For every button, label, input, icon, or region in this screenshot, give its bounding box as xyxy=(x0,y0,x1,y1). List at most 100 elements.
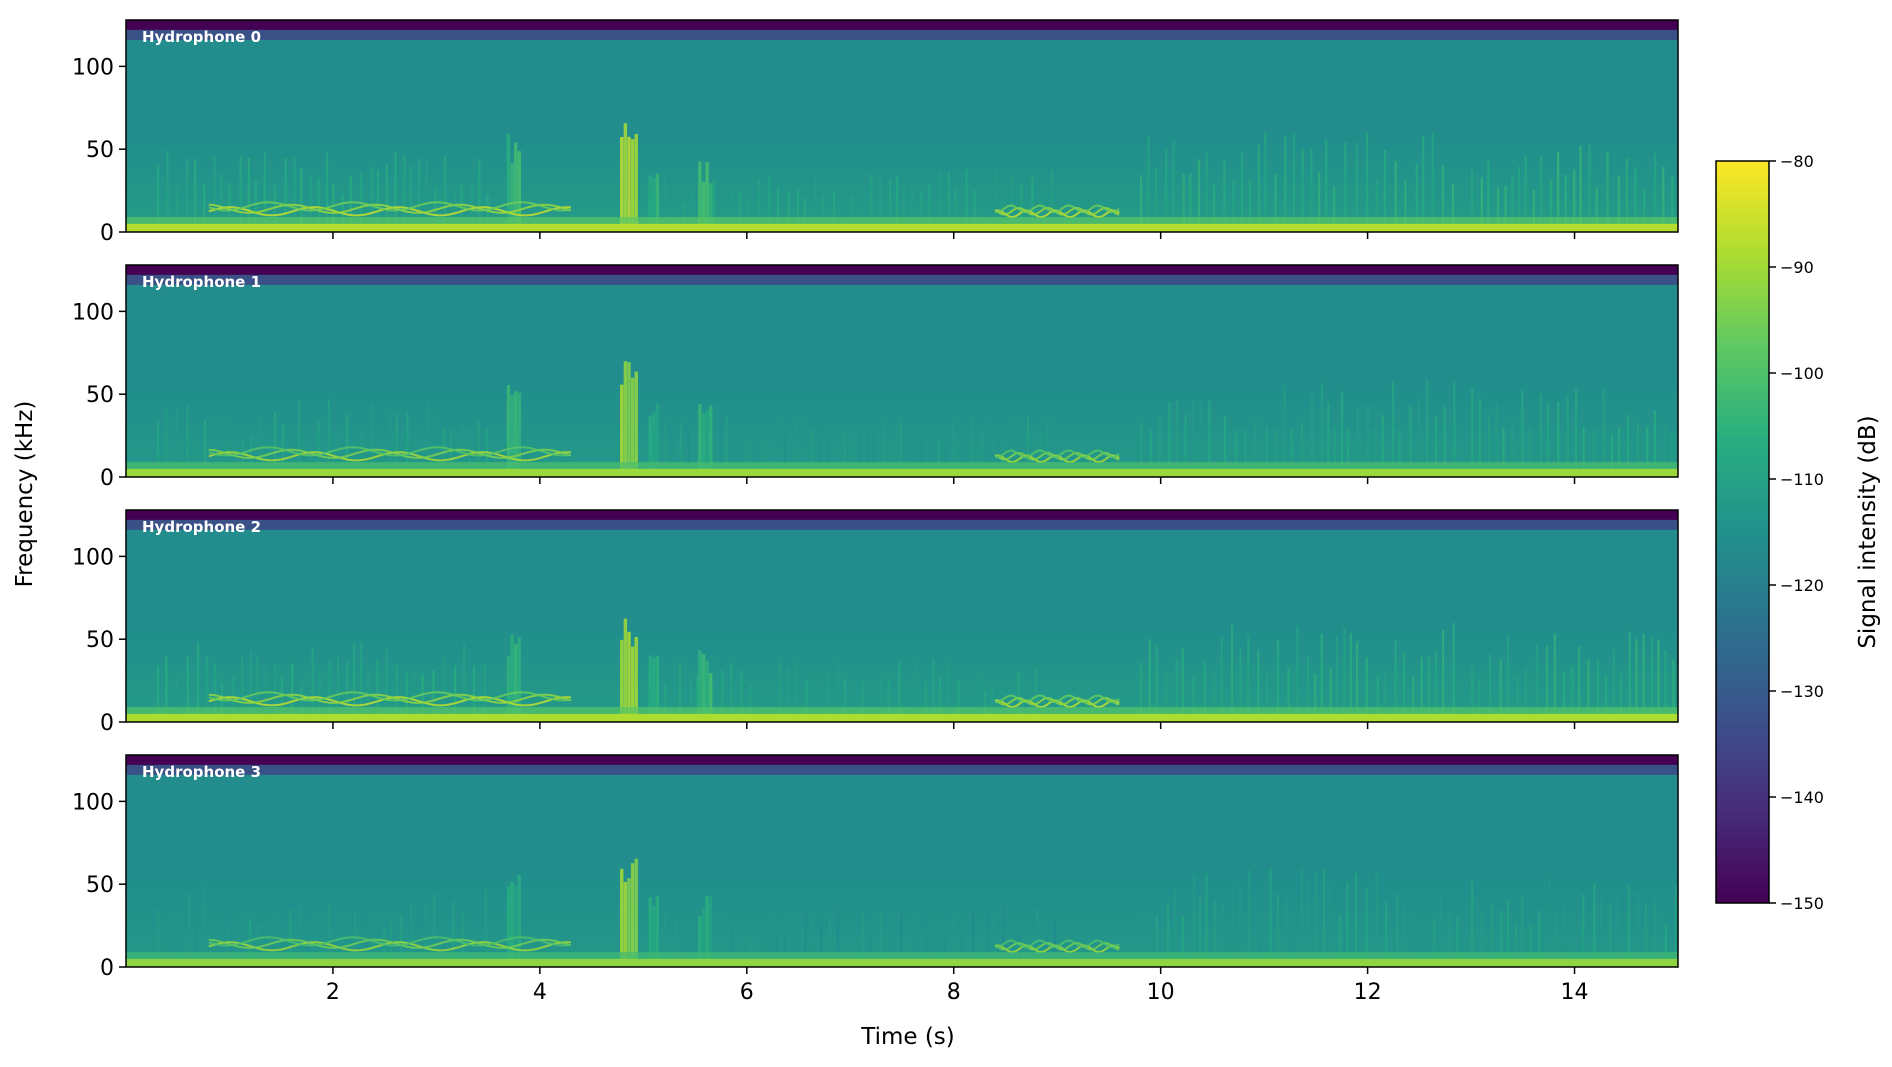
click-stripe xyxy=(328,660,331,719)
click-stripe xyxy=(1529,924,1532,964)
click-stripe xyxy=(1488,653,1492,719)
click-stripe xyxy=(1427,655,1431,719)
click-stripe xyxy=(1265,425,1268,474)
click-stripe xyxy=(739,925,742,964)
click-stripe xyxy=(444,929,447,964)
click-stripe xyxy=(483,664,486,719)
click-stripe xyxy=(1155,915,1158,964)
panel-frame xyxy=(125,509,1679,723)
click-stripe xyxy=(730,191,733,229)
burst-stripe xyxy=(634,858,638,963)
click-stripe xyxy=(1223,159,1226,229)
whistle-contour xyxy=(208,201,571,212)
click-stripe xyxy=(861,913,864,964)
click-stripe xyxy=(443,156,447,229)
click-stripe xyxy=(1155,645,1158,719)
click-stripe xyxy=(920,429,923,474)
click-stripe xyxy=(910,178,914,229)
panel-frame xyxy=(125,264,1679,478)
click-stripe xyxy=(749,685,752,719)
click-stripe xyxy=(1034,666,1037,719)
burst-stripe xyxy=(517,151,522,228)
click-stripe xyxy=(1323,869,1326,964)
colorbar-tick-label: −110 xyxy=(1780,470,1824,489)
click-stripe xyxy=(426,401,429,474)
burst-stripe xyxy=(705,161,709,228)
click-stripe xyxy=(852,432,855,474)
click-stripe xyxy=(1654,152,1657,229)
click-stripe xyxy=(924,681,927,719)
click-stripe xyxy=(993,913,996,964)
click-stripe xyxy=(1264,132,1267,229)
click-stripe xyxy=(1619,673,1623,719)
whistle-contour xyxy=(208,451,571,462)
click-stripe xyxy=(1383,149,1386,229)
click-stripe xyxy=(1147,136,1150,229)
click-stripe xyxy=(188,892,191,964)
click-stripe xyxy=(1487,161,1490,229)
click-stripe xyxy=(1394,639,1397,719)
click-stripe xyxy=(1238,885,1242,964)
click-stripe xyxy=(827,420,830,474)
click-stripe xyxy=(371,402,374,474)
click-stripe xyxy=(679,423,682,474)
click-stripe xyxy=(972,912,975,964)
click-stripe xyxy=(461,912,464,964)
click-stripe xyxy=(223,913,226,964)
colorbar-tick-label: −80 xyxy=(1780,152,1814,171)
click-stripe xyxy=(1654,900,1657,964)
click-stripe xyxy=(1553,633,1556,719)
click-stripe xyxy=(203,184,206,229)
click-stripe xyxy=(1562,906,1566,964)
click-stripe xyxy=(822,195,825,229)
burst-stripe xyxy=(506,133,511,228)
burst-stripe xyxy=(514,142,518,228)
click-stripe xyxy=(1637,892,1640,964)
click-stripe xyxy=(1650,636,1654,719)
click-stripe xyxy=(1017,671,1020,719)
click-stripe xyxy=(280,675,283,719)
click-stripe xyxy=(258,414,261,474)
click-stripe xyxy=(345,414,348,474)
click-stripe xyxy=(1612,649,1615,719)
click-stripe xyxy=(1011,933,1014,964)
click-stripe xyxy=(1636,421,1640,474)
click-stripe xyxy=(1562,672,1565,719)
click-stripe xyxy=(1003,179,1006,229)
burst-stripe xyxy=(620,868,624,963)
click-stripe xyxy=(1415,164,1418,229)
click-stripe xyxy=(977,667,980,719)
whistle-contour xyxy=(995,204,1120,214)
click-stripe xyxy=(843,190,847,229)
click-stripe xyxy=(399,914,403,964)
click-stripe xyxy=(1320,633,1323,719)
click-stripe xyxy=(317,177,320,229)
click-stripe xyxy=(1435,650,1438,719)
click-stripe xyxy=(1422,135,1425,229)
click-stripe xyxy=(915,661,918,719)
click-stripe xyxy=(1192,676,1195,719)
click-stripe xyxy=(165,656,168,719)
click-stripe xyxy=(1026,417,1030,474)
click-stripe xyxy=(820,416,823,474)
click-stripe xyxy=(1548,879,1551,964)
burst-stripe xyxy=(652,657,656,718)
click-stripe xyxy=(425,902,428,964)
click-stripe xyxy=(767,911,770,964)
click-stripe xyxy=(1435,416,1438,474)
click-stripe xyxy=(1456,917,1459,964)
click-stripe xyxy=(344,904,348,964)
click-stripe xyxy=(1609,903,1612,964)
click-stripe xyxy=(880,678,883,719)
click-stripe xyxy=(256,655,259,719)
click-stripe xyxy=(1502,426,1505,474)
click-stripe xyxy=(450,430,453,474)
click-stripe xyxy=(1198,897,1202,964)
click-stripe xyxy=(220,173,223,229)
click-stripe xyxy=(367,667,370,719)
click-stripe xyxy=(834,438,837,474)
click-stripe xyxy=(1606,151,1609,229)
click-stripe xyxy=(1573,169,1576,229)
y-tick-label: 0 xyxy=(100,221,114,246)
click-stripe xyxy=(740,669,743,719)
